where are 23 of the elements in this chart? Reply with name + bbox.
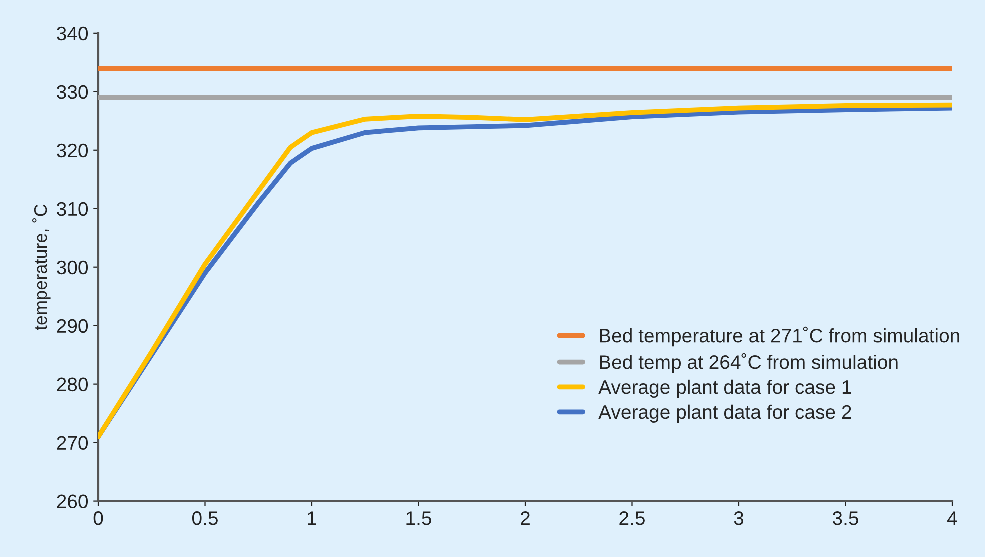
x-tick-label: 2.5 <box>620 512 645 526</box>
x-tick-label: 4 <box>948 512 958 526</box>
y-axis-title: temperature, ˚C <box>32 204 51 330</box>
y-tick-label: 330 <box>57 85 88 100</box>
legend-label: Bed temp at 264˚C from simulation <box>600 353 898 374</box>
y-tick-label: 320 <box>57 144 88 158</box>
legend-label: Average plant data for case 2 <box>598 404 852 423</box>
x-tick-label: 0.5 <box>192 512 218 526</box>
y-tick-label: 270 <box>57 436 88 450</box>
y-tick-label: 280 <box>57 378 88 392</box>
y-tick-label: 300 <box>57 260 88 275</box>
x-tick-label: 3 <box>734 512 744 526</box>
y-tick-label: 260 <box>57 494 88 509</box>
x-tick-label: 3.5 <box>832 512 858 526</box>
y-tick-label: 290 <box>57 319 88 334</box>
x-tick-label: 1 <box>308 512 316 526</box>
x-tick-label: 1.5 <box>406 512 432 526</box>
x-tick-label: 0 <box>94 512 104 526</box>
legend-label: Bed temperature at 271˚C from simulation <box>600 326 960 347</box>
y-tick-label: 340 <box>57 26 88 41</box>
y-tick-label: 310 <box>57 202 88 216</box>
x-tick-label: 2 <box>521 512 530 526</box>
legend-label: Average plant data for case 1 <box>598 380 852 398</box>
